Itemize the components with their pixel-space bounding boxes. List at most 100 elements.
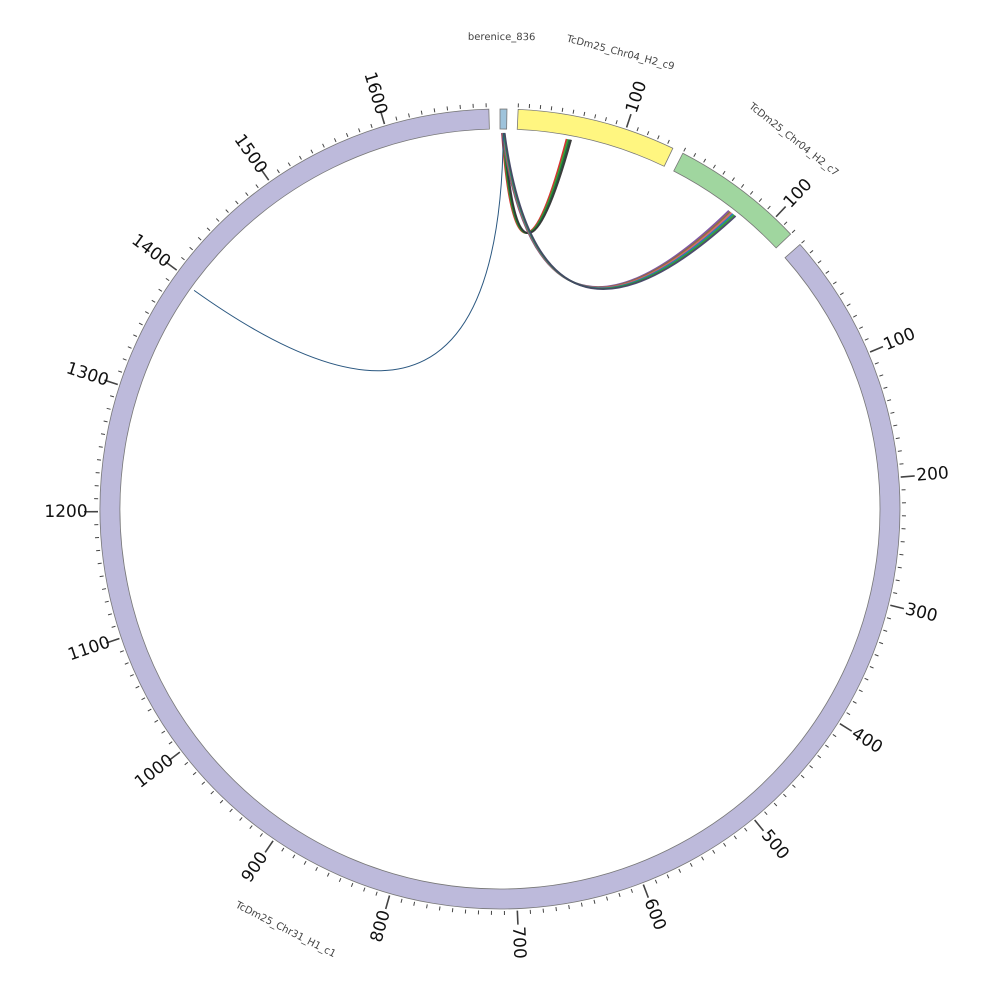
minor-tick [879, 375, 883, 376]
minor-tick [169, 742, 172, 744]
minor-tick [768, 206, 771, 209]
minor-tick [865, 678, 869, 680]
minor-tick [826, 271, 829, 273]
minor-tick [359, 128, 360, 132]
minor-tick [801, 775, 804, 778]
minor-tick [256, 185, 258, 188]
major-tick [840, 724, 852, 731]
segment-label-chr04-c7: TcDm25_Chr04_H2_c7 [746, 101, 840, 179]
minor-tick [732, 178, 734, 181]
minor-tick [211, 791, 214, 794]
tick-label: 100 [622, 79, 651, 116]
link-strand [504, 133, 733, 288]
minor-tick [887, 400, 891, 401]
minor-tick [667, 875, 669, 879]
minor-tick [619, 893, 620, 897]
minor-tick [427, 904, 428, 908]
tick-label: 500 [757, 826, 793, 864]
major-tick [776, 207, 786, 217]
minor-tick [98, 563, 102, 564]
minor-tick [562, 108, 563, 112]
minor-tick [396, 117, 397, 121]
minor-tick [101, 434, 105, 435]
minor-tick [207, 228, 210, 231]
minor-tick [104, 421, 108, 422]
major-tick [517, 911, 518, 925]
minor-tick [551, 106, 552, 110]
minor-tick [401, 899, 402, 903]
minor-tick [556, 907, 557, 911]
minor-tick [155, 720, 158, 722]
minor-tick [684, 148, 686, 152]
minor-tick [694, 153, 696, 157]
link-berenice-chr31-c1 [194, 133, 503, 371]
minor-tick [371, 124, 372, 128]
minor-tick [898, 451, 902, 452]
minor-tick [185, 762, 188, 765]
minor-tick [875, 363, 879, 364]
link-strand [194, 133, 503, 371]
minor-tick [334, 138, 336, 142]
minor-tick [810, 765, 813, 768]
minor-tick [260, 833, 262, 836]
ticks-layer [84, 103, 915, 924]
minor-tick [792, 785, 795, 788]
minor-tick [100, 576, 104, 577]
link-strand [503, 133, 732, 288]
minor-tick [890, 412, 894, 413]
minor-tick [818, 261, 821, 263]
tick-label: 1500 [230, 131, 271, 178]
segments-layer [100, 109, 900, 909]
minor-tick [128, 347, 132, 349]
link-berenice-chr04-c7 [502, 133, 736, 289]
minor-tick [434, 108, 435, 112]
minor-tick [142, 698, 146, 700]
minor-tick [240, 817, 243, 820]
minor-tick [282, 848, 284, 851]
link-strand [502, 133, 730, 287]
minor-tick [887, 618, 891, 619]
minor-tick [288, 163, 290, 166]
link-strand [504, 133, 734, 289]
minor-tick [833, 282, 836, 284]
minor-tick [668, 140, 670, 144]
tick-label: 900 [238, 848, 273, 886]
minor-tick [898, 567, 902, 568]
minor-tick [118, 371, 122, 372]
minor-tick [647, 131, 648, 135]
minor-tick [784, 222, 787, 225]
minor-tick [339, 878, 341, 882]
tick-label: 200 [916, 463, 950, 486]
minor-tick [108, 614, 112, 615]
minor-tick [236, 201, 239, 204]
minor-tick [853, 315, 857, 317]
minor-tick [605, 117, 606, 121]
minor-tick [99, 447, 103, 448]
minor-tick [792, 230, 795, 233]
minor-tick [439, 907, 440, 911]
minor-tick [584, 112, 585, 116]
minor-tick [875, 655, 879, 656]
minor-tick [741, 184, 743, 187]
minor-tick [810, 250, 813, 253]
minor-tick [847, 713, 850, 715]
minor-tick [293, 855, 295, 858]
links-layer [194, 133, 736, 371]
minor-tick [759, 199, 762, 202]
minor-tick [853, 701, 857, 703]
minor-tick [193, 772, 196, 775]
minor-tick [833, 734, 836, 736]
tick-label: 1000 [131, 750, 178, 792]
minor-tick [750, 191, 752, 194]
minor-tick [311, 150, 313, 154]
minor-tick [246, 193, 249, 196]
minor-tick [136, 686, 140, 688]
minor-tick [840, 293, 843, 295]
minor-tick [102, 589, 106, 590]
link-strand [505, 133, 736, 289]
minor-tick [723, 171, 725, 174]
minor-tick [181, 257, 184, 259]
major-tick [643, 885, 648, 898]
tick-label: 300 [903, 599, 939, 626]
